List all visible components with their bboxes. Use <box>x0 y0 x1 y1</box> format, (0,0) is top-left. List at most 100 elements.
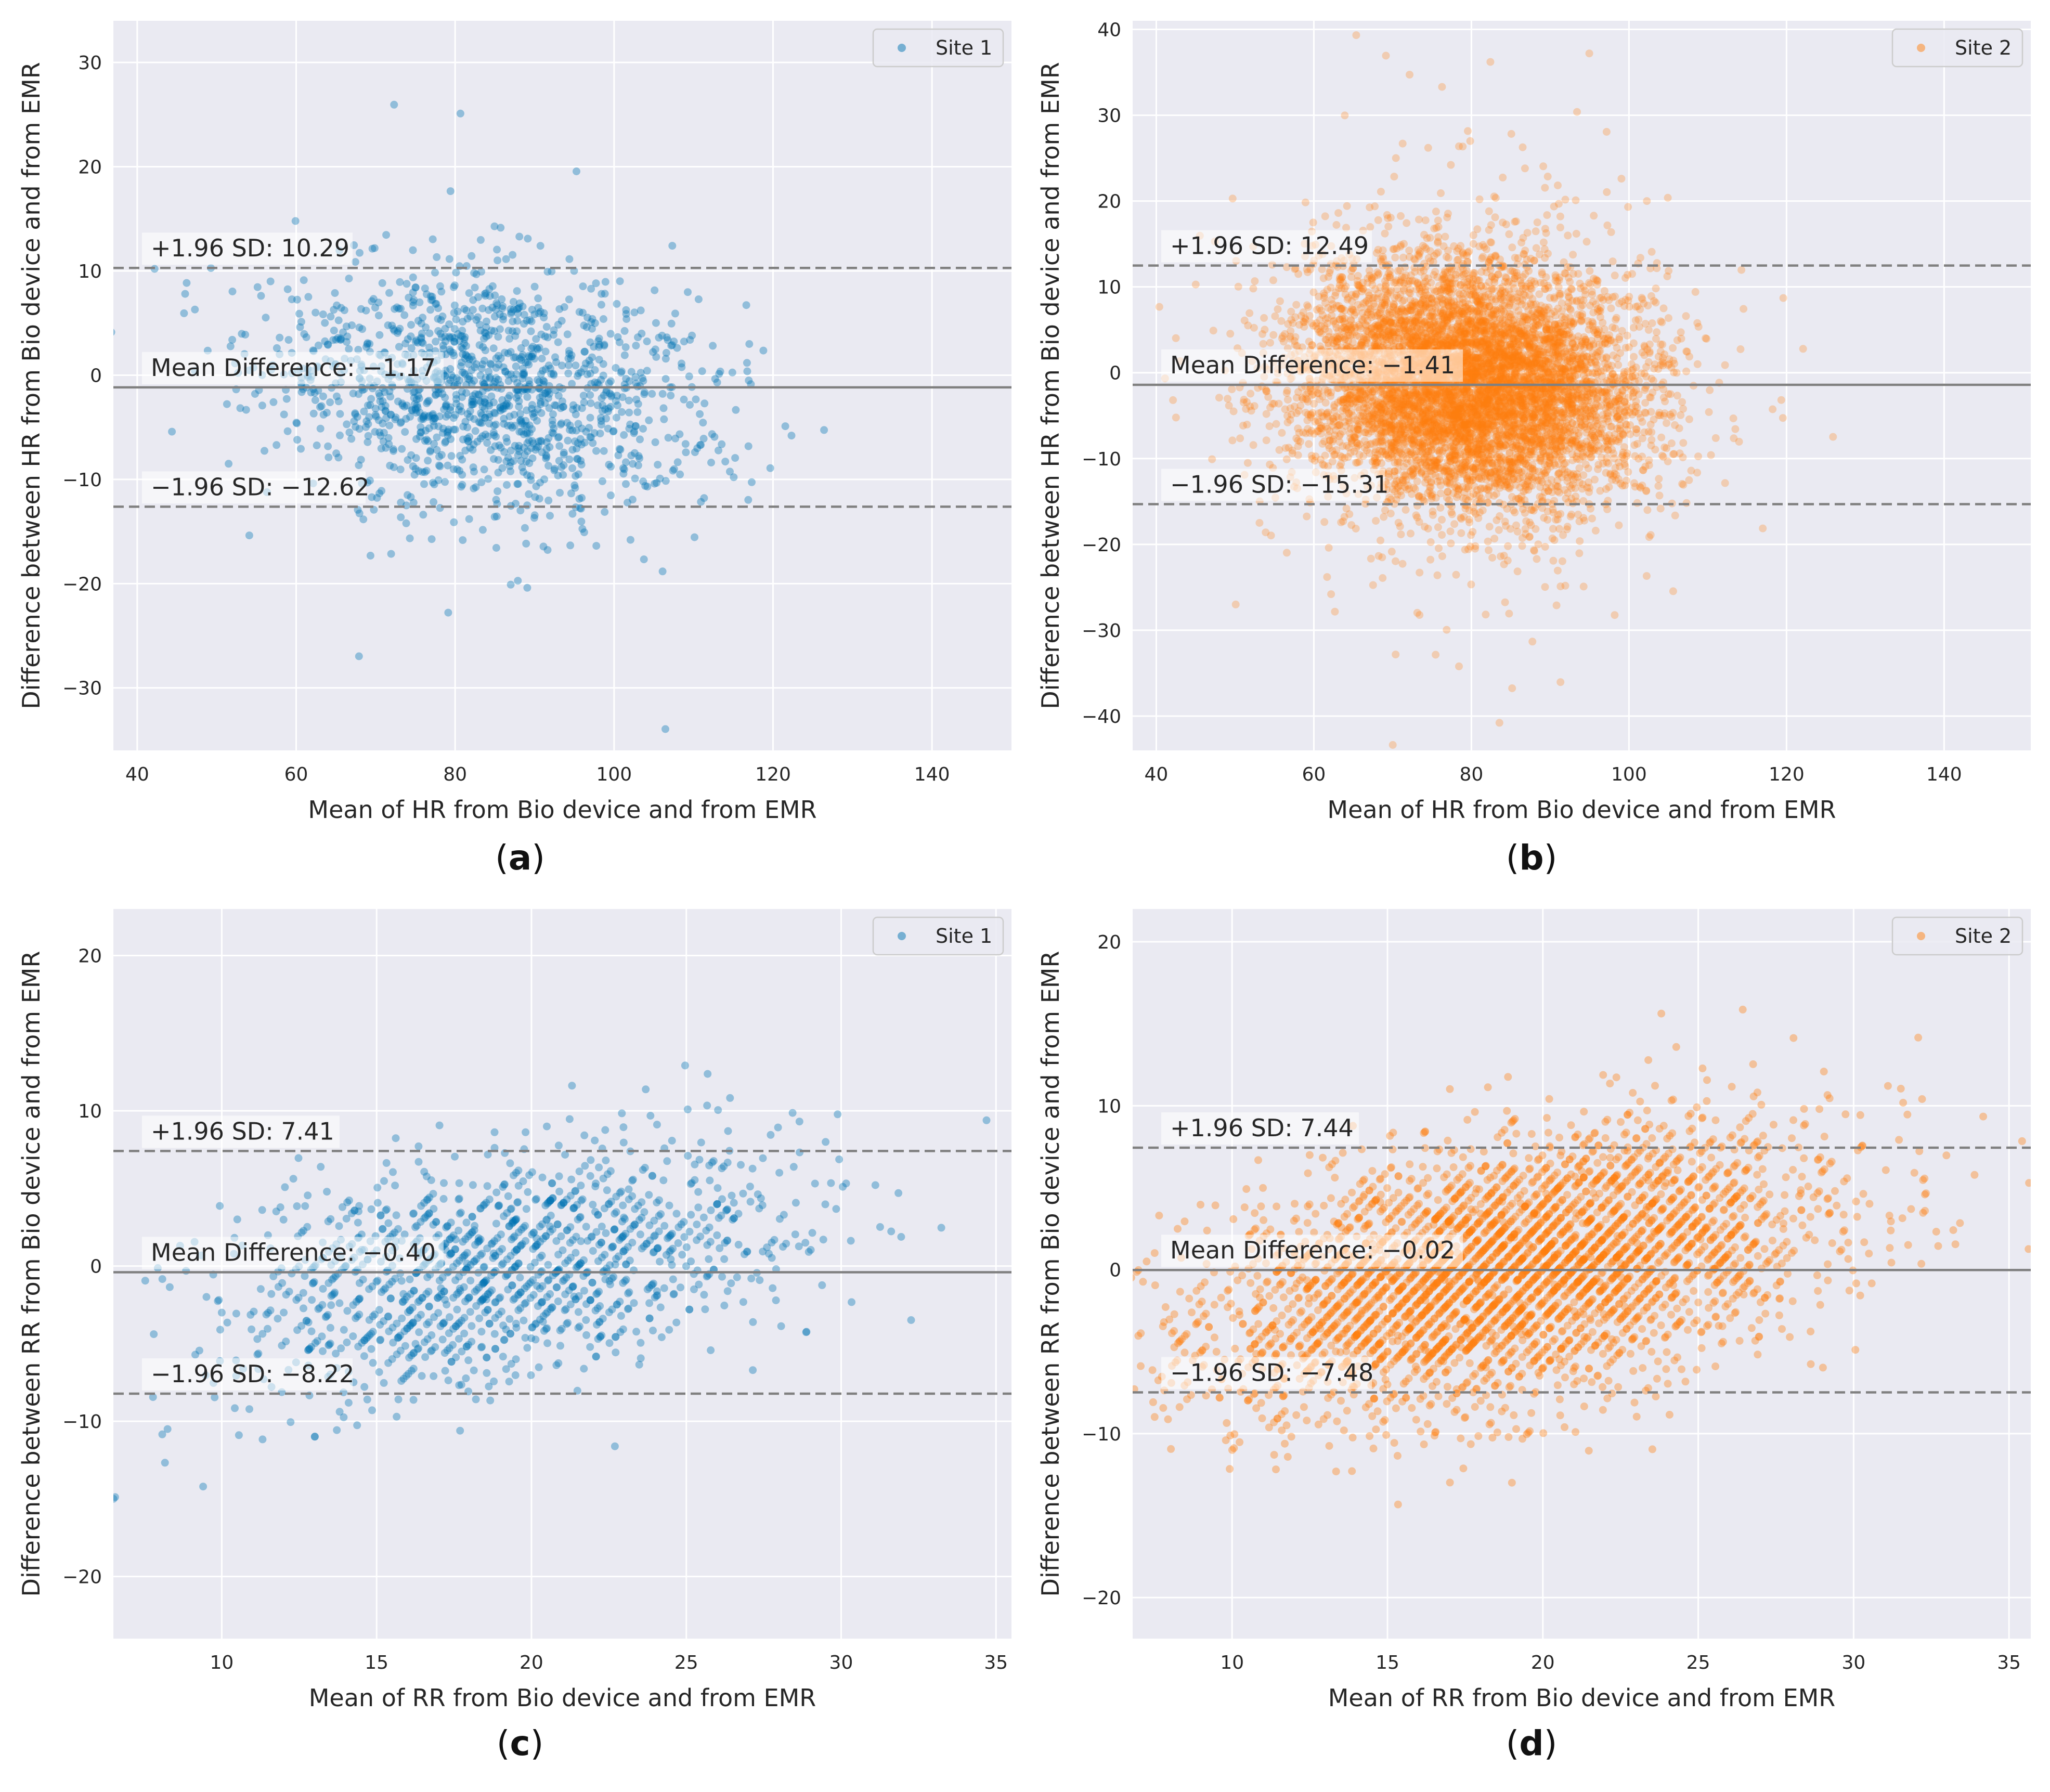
data-point <box>1409 436 1418 444</box>
data-point <box>1396 266 1404 275</box>
data-point <box>1556 419 1564 427</box>
data-point <box>684 288 692 296</box>
data-point <box>1560 376 1568 384</box>
data-point <box>1624 203 1632 211</box>
data-point <box>700 399 709 408</box>
data-point <box>1516 341 1524 349</box>
data-point <box>1399 400 1407 409</box>
x-tick-label: 60 <box>284 764 308 785</box>
data-point <box>634 461 642 470</box>
data-point <box>1576 343 1585 351</box>
data-point <box>1428 470 1436 478</box>
data-point <box>1615 395 1623 403</box>
data-point <box>490 455 498 463</box>
data-point <box>1446 407 1454 415</box>
data-point <box>1385 400 1393 409</box>
data-point <box>625 396 633 405</box>
data-point <box>1484 340 1493 348</box>
data-point <box>1487 439 1496 448</box>
data-point <box>417 428 425 436</box>
data-point <box>450 337 459 346</box>
data-point <box>355 323 364 332</box>
data-point <box>446 376 455 384</box>
data-point <box>1455 399 1463 407</box>
data-point <box>616 446 625 454</box>
data-point <box>543 387 552 395</box>
data-point <box>576 435 585 443</box>
data-point <box>241 331 250 339</box>
data-point <box>509 251 517 259</box>
data-point <box>1398 273 1406 281</box>
data-point <box>1459 249 1467 257</box>
data-point <box>1348 436 1356 444</box>
data-point <box>1412 457 1421 465</box>
data-point <box>456 402 464 411</box>
data-point <box>1427 453 1435 461</box>
data-point <box>302 333 310 341</box>
data-point <box>1332 333 1341 341</box>
data-point <box>1629 389 1637 397</box>
data-point <box>1511 454 1520 462</box>
data-point <box>253 283 262 291</box>
data-point <box>587 433 595 441</box>
data-point <box>669 466 677 475</box>
data-point <box>1428 294 1436 303</box>
data-point <box>1410 255 1418 263</box>
data-point <box>1500 476 1508 484</box>
data-point <box>622 306 630 314</box>
data-point <box>1423 282 1431 290</box>
data-point <box>1363 334 1371 342</box>
data-point <box>1552 601 1561 609</box>
data-point <box>326 398 334 407</box>
data-point <box>452 268 460 277</box>
data-point <box>1521 246 1529 255</box>
data-point <box>304 293 313 301</box>
data-point <box>1332 342 1340 350</box>
data-point <box>1511 352 1519 360</box>
data-point <box>517 356 525 365</box>
data-point <box>550 371 558 379</box>
data-point <box>1379 253 1387 261</box>
data-point <box>1514 442 1522 450</box>
data-point <box>1317 408 1326 417</box>
data-point <box>759 346 768 355</box>
data-point <box>1354 271 1362 280</box>
data-point <box>586 360 594 369</box>
data-point <box>1269 331 1278 339</box>
data-point <box>1319 412 1328 421</box>
data-point <box>1462 352 1471 360</box>
data-point <box>1461 377 1470 385</box>
data-point <box>366 552 374 560</box>
data-point <box>474 390 483 398</box>
data-point <box>1465 369 1474 377</box>
legend-marker <box>898 44 906 52</box>
data-point <box>577 368 585 376</box>
data-point <box>1487 414 1495 422</box>
data-point <box>1387 422 1396 430</box>
data-point <box>413 339 422 347</box>
data-point <box>351 410 359 419</box>
data-point <box>1348 305 1356 314</box>
data-point <box>1345 444 1353 452</box>
data-point <box>480 465 488 474</box>
data-point <box>1467 580 1475 589</box>
data-point <box>662 349 670 357</box>
data-point <box>1404 326 1412 334</box>
data-point <box>446 365 455 373</box>
data-point <box>1459 462 1467 470</box>
data-point <box>599 315 607 323</box>
data-point <box>1309 218 1317 227</box>
data-point <box>1443 314 1451 321</box>
data-point <box>478 304 487 313</box>
data-point <box>1272 420 1280 428</box>
data-point <box>1470 370 1478 378</box>
data-point <box>1439 341 1447 349</box>
data-point <box>412 336 421 344</box>
data-point <box>1524 477 1532 486</box>
data-point <box>1464 444 1472 452</box>
data-point <box>1239 421 1247 430</box>
data-point <box>451 325 459 333</box>
data-point <box>726 468 734 476</box>
data-point <box>1550 536 1559 544</box>
data-point <box>1550 432 1559 439</box>
